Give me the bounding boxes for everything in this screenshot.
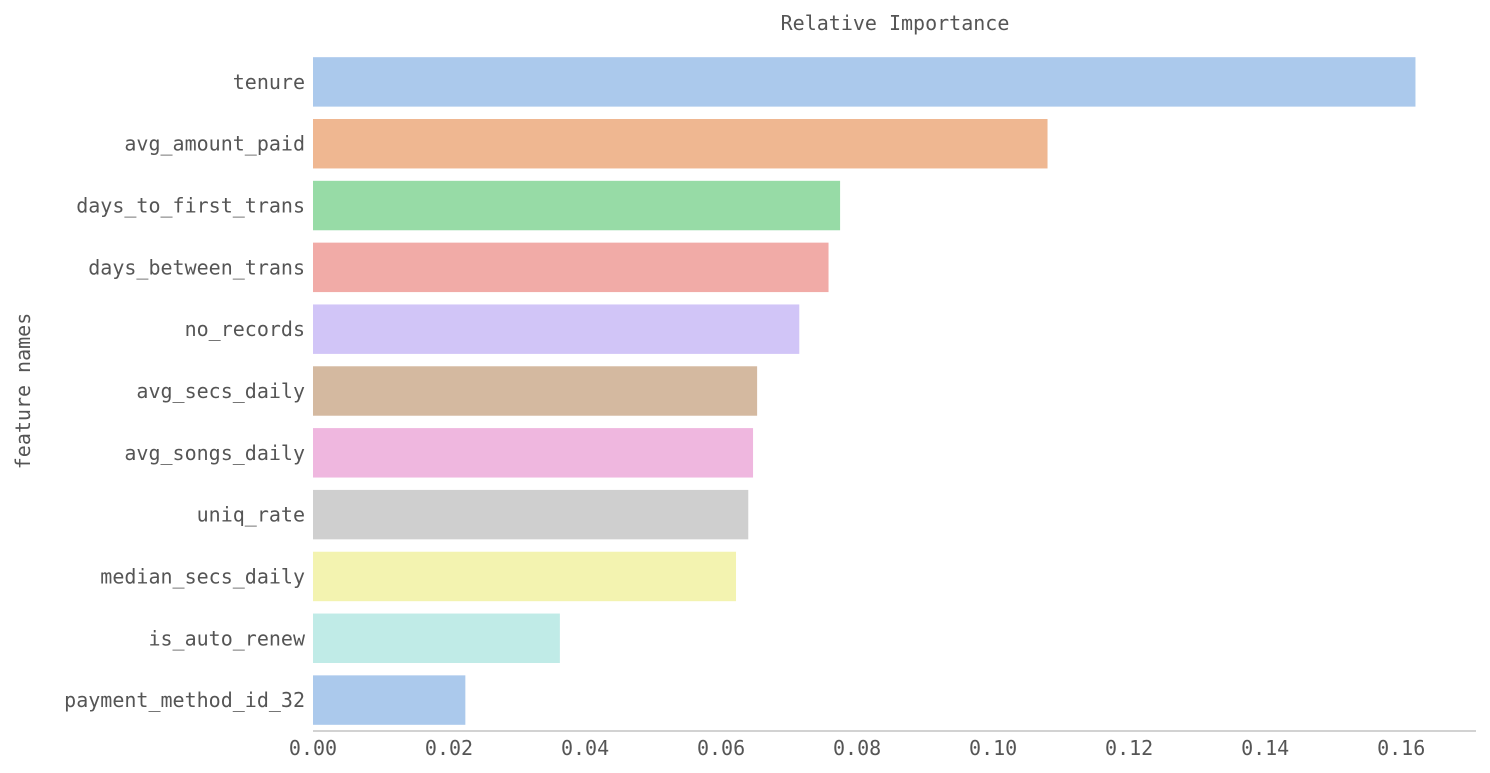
y-tick-label: avg_secs_daily xyxy=(136,379,305,403)
x-tick-label: 0.16 xyxy=(1377,736,1425,760)
bars-group xyxy=(313,57,1416,725)
bar-avg-secs-daily xyxy=(313,366,758,416)
x-tick-label: 0.02 xyxy=(425,736,473,760)
y-tick-label: days_to_first_trans xyxy=(76,194,305,218)
x-tick-label: 0.00 xyxy=(289,736,337,760)
x-tick-label: 0.12 xyxy=(1105,736,1153,760)
bar-avg-amount-paid xyxy=(313,119,1048,169)
bar-tenure xyxy=(313,57,1416,107)
y-tick-label: avg_songs_daily xyxy=(124,441,305,465)
y-axis-label: feature names xyxy=(11,313,35,470)
bar-median-secs-daily xyxy=(313,551,737,602)
y-tick-label: uniq_rate xyxy=(197,503,305,527)
bar-days-between-trans xyxy=(313,242,829,293)
y-tick-label: tenure xyxy=(233,70,305,94)
x-tick-label: 0.04 xyxy=(561,736,609,760)
bar-uniq-rate xyxy=(313,489,749,540)
bar-payment-method-id-32 xyxy=(313,675,466,725)
bar-avg-songs-daily xyxy=(313,428,754,478)
y-tick-label: days_between_trans xyxy=(88,255,305,279)
bar-no-records xyxy=(313,304,800,354)
x-tick-label: 0.14 xyxy=(1241,736,1289,760)
y-tick-label: payment_method_id_32 xyxy=(64,688,305,712)
x-tick-label: 0.10 xyxy=(969,736,1017,760)
bar-days-to-first-trans xyxy=(313,180,841,231)
y-tick-label: is_auto_renew xyxy=(148,626,305,650)
y-tick-labels: tenure avg_amount_paid days_to_first_trans… xyxy=(64,70,306,712)
y-tick-label: no_records xyxy=(185,317,305,341)
x-tick-labels: 0.00 0.02 0.04 0.06 0.08 0.10 0.12 0.14 0.16 xyxy=(289,736,1425,760)
y-tick-label: median_secs_daily xyxy=(100,564,305,588)
x-tick-label: 0.08 xyxy=(833,736,881,760)
y-tick-label: avg_amount_paid xyxy=(124,132,305,156)
x-tick-label: 0.06 xyxy=(697,736,745,760)
bar-is-auto-renew xyxy=(313,613,560,663)
chart-title: Relative Importance xyxy=(781,11,1010,35)
